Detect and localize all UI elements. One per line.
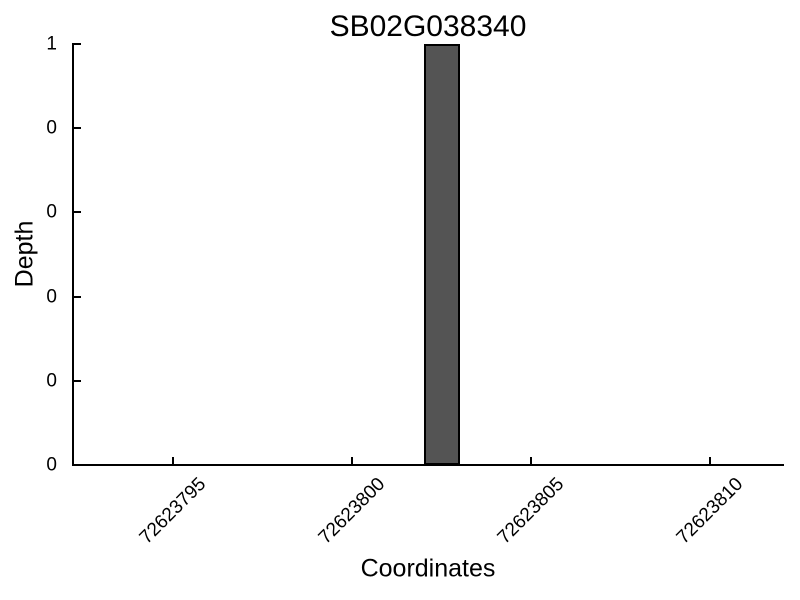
depth-bar — [423, 44, 460, 465]
x-tick-label: 72623810 — [672, 473, 748, 549]
y-tick-label: 0 — [46, 454, 57, 476]
y-tick-mark — [73, 379, 81, 382]
x-axis-title: Coordinates — [360, 554, 496, 583]
plot-area: 0 0 0 0 0 1 72623795 72623800 72623805 72623810 — [46, 35, 783, 549]
x-tick-mark — [351, 457, 354, 465]
y-tick-mark — [73, 211, 81, 214]
y-tick-label: 1 — [46, 33, 57, 55]
y-axis-title: Depth — [10, 220, 39, 288]
x-axis-line — [72, 464, 784, 466]
y-axis-line — [72, 43, 74, 466]
y-tick-mark — [73, 127, 81, 130]
y-tick-label: 0 — [46, 117, 57, 139]
y-tick-mark — [73, 464, 81, 466]
x-tick-mark — [172, 457, 175, 465]
x-tick-mark — [709, 457, 712, 465]
x-tick-label: 72623805 — [493, 473, 569, 549]
y-tick-label: 0 — [46, 286, 57, 308]
y-tick-mark — [73, 43, 81, 45]
y-tick-mark — [73, 295, 81, 298]
chart-title: SB02G038340 — [329, 10, 527, 43]
x-tick-mark — [530, 457, 533, 465]
x-tick-label: 72623800 — [314, 473, 390, 549]
y-tick-label: 0 — [46, 370, 57, 392]
y-tick-label: 0 — [46, 201, 57, 223]
x-tick-label: 72623795 — [135, 473, 211, 549]
